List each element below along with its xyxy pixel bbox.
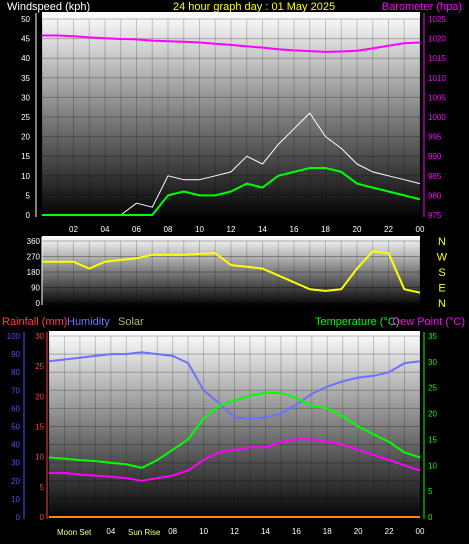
temperature-line [48,391,421,469]
compass-label: W [437,252,448,264]
sun-rise-label: Sun Rise [128,528,161,537]
wind-tick-label: 25 [21,113,30,122]
barometer-axis-label: Barometer (hpa) [382,1,462,13]
barometer-tick-label: 1010 [428,74,446,83]
barometer-tick-label: 975 [428,211,442,220]
climate-x-tick-label: 04 [106,527,115,536]
climate-x-tick-label: 08 [168,527,177,536]
temperature-tick-label: 20 [428,410,437,419]
barometer-tick-label: 1025 [428,15,446,24]
barometer-tick-label: 980 [428,191,442,200]
temperature-tick-label: 35 [428,332,437,341]
wind-x-tick-label: 14 [258,225,267,234]
rainfall-tick-label: 15 [35,423,44,432]
climate-x-tick-label: 16 [292,527,301,536]
humidity-tick-label: 20 [11,477,20,486]
direction-tick-label: 360 [27,237,41,246]
wind-tick-label: 15 [21,152,30,161]
wind-direction-line [42,250,421,294]
barometer-tick-label: 1000 [428,113,446,122]
wind-average-line [42,167,421,216]
climate-x-tick-label: 12 [230,527,239,536]
wind-tick-label: 20 [21,133,30,142]
rainfall-tick-label: 25 [35,362,44,371]
dewpoint-axis-label: Dew Point (°C) [392,316,465,328]
temperature-tick-label: 30 [428,358,437,367]
climate-x-tick-label: 14 [261,527,270,536]
wind-tick-label: 30 [21,93,30,102]
humidity-tick-label: 10 [11,495,20,504]
temperature-tick-label: 10 [428,461,437,470]
compass-label: S [438,267,445,279]
climate-x-tick-label: 10 [199,527,208,536]
direction-tick-label: 180 [27,268,41,277]
barometer-tick-label: 985 [428,172,442,181]
wind-x-tick-label: 04 [101,225,110,234]
wind-tick-label: 35 [21,74,30,83]
wind-x-tick-label: 02 [69,225,78,234]
barometer-line [42,34,421,53]
solar-axis-label: Solar [118,316,144,328]
humidity-tick-label: 60 [11,404,20,413]
wind-tick-label: 50 [21,15,30,24]
direction-tick-label: 90 [31,284,40,293]
temperature-tick-label: 15 [428,435,437,444]
temperature-tick-label: 0 [428,513,433,522]
compass-label: N [438,298,446,310]
wind-tick-label: 5 [26,191,31,200]
wind-x-tick-label: 06 [132,225,141,234]
wind-x-tick-label: 22 [384,225,393,234]
barometer-tick-label: 990 [428,152,442,161]
barometer-tick-label: 1005 [428,93,446,102]
rainfall-axis-label: Rainfall (mm) [2,316,67,328]
wind-tick-label: 10 [21,172,30,181]
climate-x-tick-label: 18 [323,527,332,536]
climate-x-tick-label: 22 [385,527,394,536]
rainfall-tick-label: 0 [40,513,45,522]
wind-x-tick-label: 10 [195,225,204,234]
wind-tick-label: 0 [26,211,31,220]
barometer-tick-label: 995 [428,133,442,142]
humidity-tick-label: 40 [11,441,20,450]
direction-tick-label: 0 [36,299,41,308]
barometer-tick-label: 1020 [428,35,446,44]
rainfall-tick-label: 20 [35,392,44,401]
humidity-tick-label: 90 [11,350,20,359]
humidity-line [48,351,421,421]
humidity-tick-label: 80 [11,368,20,377]
wind-x-tick-label: 20 [353,225,362,234]
humidity-tick-label: 100 [7,332,21,341]
wind-tick-label: 45 [21,35,30,44]
barometer-tick-label: 1015 [428,54,446,63]
wind-x-tick-label: 08 [164,225,173,234]
graph-title: 24 hour graph day : 01 May 2025 [173,1,335,13]
compass-label: N [438,236,446,248]
compass-label: E [438,283,445,295]
temperature-tick-label: 25 [428,384,437,393]
humidity-tick-label: 0 [16,513,21,522]
wind-x-tick-label: 16 [290,225,299,234]
climate-x-tick-label: 20 [354,527,363,536]
wind-x-tick-label: 18 [321,225,330,234]
rainfall-tick-label: 5 [40,483,45,492]
humidity-tick-label: 70 [11,386,20,395]
direction-tick-label: 270 [27,253,41,262]
rainfall-tick-label: 30 [35,332,44,341]
humidity-axis-label: Humidity [67,316,110,328]
humidity-tick-label: 50 [11,423,20,432]
wind-x-tick-label: 12 [227,225,236,234]
temperature-axis-label: Temperature (°C) [315,316,399,328]
direction-panel-background [42,236,420,306]
moon-set-label: Moon Set [57,528,92,537]
dewpoint-line [49,438,421,482]
temperature-tick-label: 5 [428,487,433,496]
climate-x-tick-label: 00 [416,527,425,536]
windspeed-axis-label: Windspeed (kph) [7,1,90,13]
wind-tick-label: 40 [21,54,30,63]
wind-x-tick-label: 00 [416,225,425,234]
rainfall-tick-label: 10 [35,453,44,462]
humidity-tick-label: 30 [11,459,20,468]
